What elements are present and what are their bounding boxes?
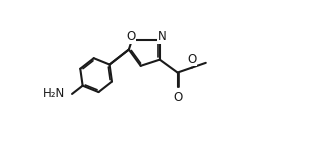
Text: O: O [174,91,183,104]
Text: O: O [187,53,197,66]
Text: H₂N: H₂N [42,87,65,100]
Text: O: O [126,30,135,43]
Text: N: N [158,30,166,43]
